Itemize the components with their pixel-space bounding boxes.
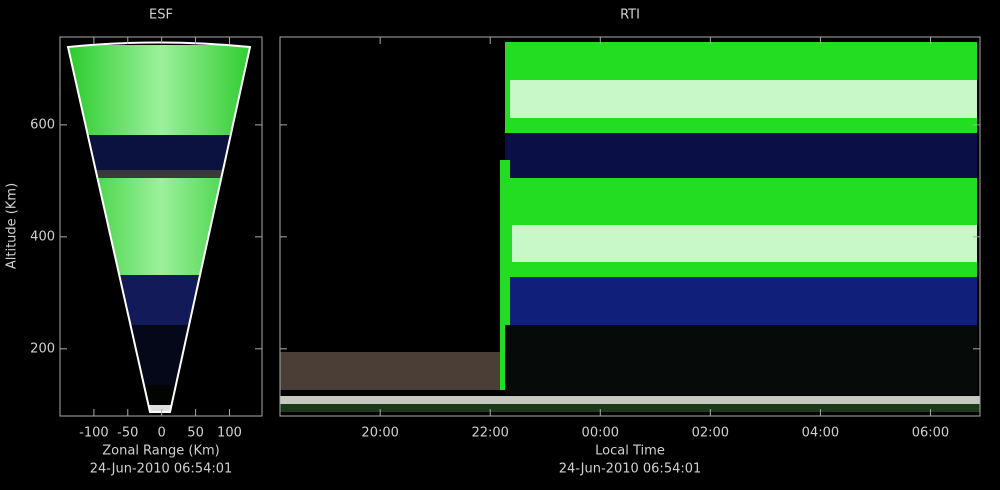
x-axis-label: Local Time [595, 444, 665, 459]
x-tick-label: 06:00 [912, 426, 949, 441]
chart-title: RTI [620, 8, 640, 23]
y-axis-label: Altitude (Km) [5, 183, 20, 269]
x-tick-label: 04:00 [802, 426, 839, 441]
x-tick-label: 22:00 [471, 426, 508, 441]
x-tick-label: 00:00 [582, 426, 619, 441]
timestamp: 24-Jun-2010 06:54:01 [90, 462, 233, 477]
x-tick-label: 02:00 [692, 426, 729, 441]
x-tick-label: 100 [217, 426, 242, 441]
y-tick-label: 400 [30, 229, 55, 244]
rti-image [280, 42, 980, 412]
x-tick-label: 50 [187, 426, 204, 441]
plot-frame [59, 36, 263, 417]
x-axis-label: Zonal Range (Km) [102, 444, 219, 459]
x-tick-label: -50 [117, 426, 138, 441]
x-tick-label: 0 [158, 426, 166, 441]
x-tick-label: 20:00 [361, 426, 398, 441]
fan-outline [66, 41, 252, 413]
esf-image [68, 42, 250, 412]
x-tick-label: -100 [79, 426, 109, 441]
timestamp: 24-Jun-2010 06:54:01 [559, 462, 702, 477]
plot-frame [279, 36, 981, 417]
chart-title: ESF [149, 8, 173, 23]
y-tick-label: 200 [30, 341, 55, 356]
y-tick-label: 600 [30, 117, 55, 132]
